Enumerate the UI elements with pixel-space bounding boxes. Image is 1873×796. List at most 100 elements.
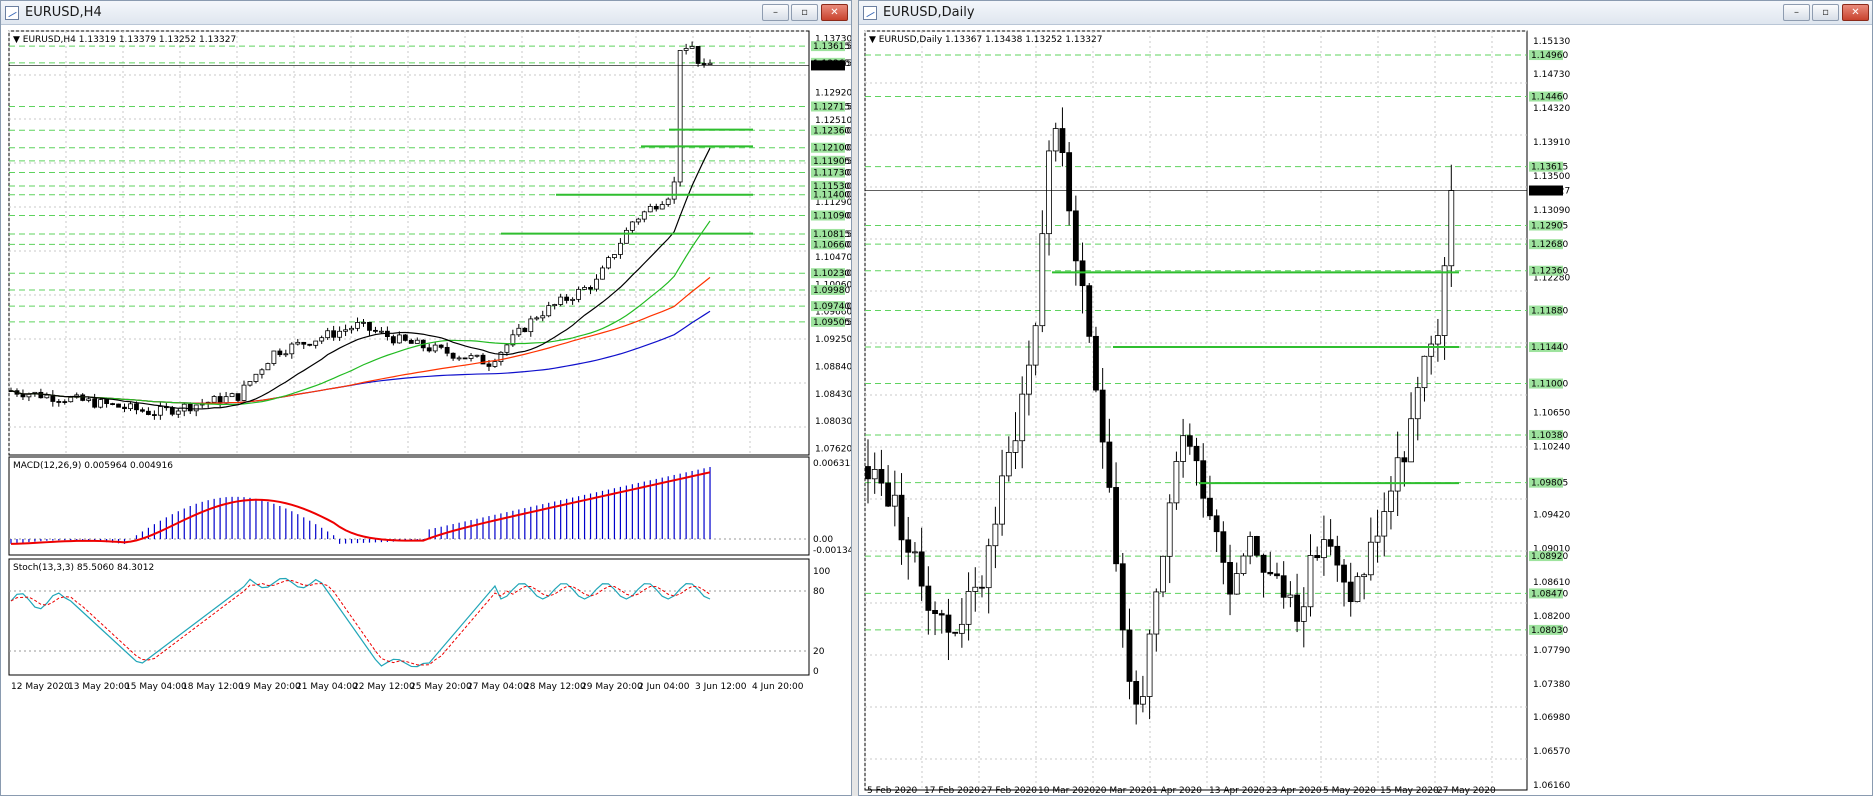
candle-body [1441,265,1448,336]
price-axis-label: 1.12280 [1533,273,1570,283]
level-label-bg [811,180,845,191]
candle-body [373,329,378,332]
price-axis-label: 1.12510 [815,116,851,126]
price-axis-label: 1.06570 [1533,747,1570,757]
candle-body [1066,152,1073,212]
price-axis-label: 1.14320 [1533,104,1570,114]
candle-body [20,393,26,398]
candle-body [1186,435,1193,447]
level-label-bg [1529,551,1563,562]
title-bar[interactable]: EURUSD,H4 – ▫ ✕ [1,1,851,25]
level-label: 1.11090 [813,211,850,221]
candle-body [307,343,313,346]
candle-body [68,396,74,403]
candle-body [462,357,468,360]
level-label-bg [811,210,845,221]
candle-body [295,341,301,345]
macd-signal-line [10,471,711,545]
level-label: 1.13615 [1531,163,1568,173]
candle-body [701,63,707,65]
close-button[interactable]: ✕ [1842,4,1869,21]
candle-body [187,403,193,412]
candle-body [1227,561,1233,595]
daily-chart-window[interactable]: EURUSD,Daily – ▫ ✕ 1.15130 1.14730 1.14320… [858,0,1873,796]
candle-body [1428,343,1435,357]
candle-body [1180,435,1187,462]
candle-body [313,340,319,346]
candle-body [1133,681,1140,705]
stoch-axis-label: 80 [813,587,825,597]
candle-body [938,613,945,616]
candle-body [86,398,92,401]
candle-body [1274,573,1280,577]
candle-body [438,344,444,348]
time-axis-label: 17 Feb 2020 [924,786,980,796]
candle-body [283,353,289,356]
candle-body [912,551,918,554]
candle-body [1200,460,1207,499]
candle-body [932,609,938,615]
candle-body [355,322,360,329]
candle-body [301,341,307,345]
candle-body [450,352,456,359]
candle-body [247,381,253,386]
level-label: 1.09805 [1531,479,1568,489]
level-label: 1.12715 [813,102,850,112]
candle-body [390,336,396,344]
h4-chart-area[interactable]: 1.137301.136151.133651.129201.127151.125… [1,25,851,795]
minimize-button[interactable]: – [1783,4,1810,21]
maximize-button[interactable]: ▫ [1812,4,1839,21]
level-label: 1.10380 [1531,431,1568,441]
candle-body [600,267,605,280]
candle-body [1026,364,1032,395]
candle-body [319,337,325,342]
candle-body [1072,210,1079,262]
candle-body [1381,511,1388,537]
chart-header: ▼ EURUSD,H4 1.13319 1.13379 1.13252 1.13… [13,35,236,45]
candle-body [175,410,181,415]
close-button[interactable]: ✕ [821,4,848,21]
candle-body [146,410,151,415]
time-axis-label: 3 Jun 12:00 [695,682,747,692]
candle-body [169,407,175,415]
candle-body [925,585,932,611]
h4-price-chart[interactable]: 1.137301.136151.133651.129201.127151.125… [1,25,851,796]
title-bar[interactable]: EURUSD,Daily – ▫ ✕ [859,1,1872,25]
time-axis-label: 27 Feb 2020 [981,786,1037,796]
candle-body [1421,355,1428,389]
candle-body [683,48,689,51]
chart-window-icon [5,6,19,20]
level-label-bg [1529,50,1563,61]
level-label: 1.08470 [1531,589,1568,599]
price-axis-label: 1.07620 [815,444,851,454]
level-label: 1.09980 [813,286,850,296]
level-label: 1.11530 [813,182,850,192]
daily-chart-area[interactable]: 1.151301.147301.143201.139101.135001.133… [859,25,1872,796]
candle-body [408,339,414,344]
candle-body [1321,539,1327,559]
level-label: 1.12360 [1531,267,1568,277]
h4-chart-window[interactable]: EURUSD,H4 – ▫ ✕ 1.137301.136151.133651.1… [0,0,852,796]
candle-body [253,373,259,382]
price-axis-label: 1.10240 [1533,443,1570,453]
minimize-button[interactable]: – [762,4,789,21]
price-axis-label: 1.08610 [1533,578,1570,588]
maximize-button[interactable]: ▫ [791,4,818,21]
candle-body [695,46,701,64]
level-label: 1.11880 [1531,307,1568,317]
candle-body [612,254,617,259]
candle-body [56,401,62,403]
candle-body [522,327,528,333]
candle-body [277,350,283,356]
candle-body [1253,536,1260,556]
daily-price-chart[interactable]: 1.151301.147301.143201.139101.135001.133… [859,25,1872,796]
candle-body [1046,150,1052,235]
candle-body [891,494,898,507]
level-label-bg [811,155,845,166]
level-label-bg [811,239,845,250]
candle-body [343,329,348,332]
level-label-bg [811,125,845,136]
time-axis-label: 22 May 12:00 [353,682,415,692]
candle-body [582,287,587,290]
candle-body [1019,393,1026,442]
